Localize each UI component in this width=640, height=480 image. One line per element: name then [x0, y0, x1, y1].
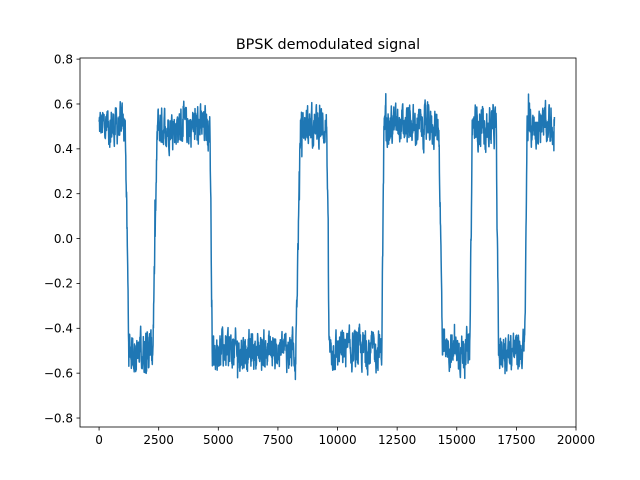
x-tick-label: 15000 — [438, 433, 476, 447]
y-tick-label: 0.0 — [54, 232, 73, 246]
x-tick-label: 0 — [95, 433, 103, 447]
chart-title: BPSK demodulated signal — [236, 37, 420, 53]
y-tick-label: 0.4 — [54, 142, 73, 156]
y-tick-label: −0.6 — [44, 366, 73, 380]
y-tick-label: −0.8 — [44, 411, 73, 425]
x-tick-label: 7500 — [263, 433, 294, 447]
x-tick-label: 5000 — [203, 433, 234, 447]
signal-series — [98, 92, 556, 381]
x-tick-label: 10000 — [318, 433, 356, 447]
y-tick-label: −0.2 — [44, 277, 73, 291]
x-tick-label: 17500 — [497, 433, 535, 447]
x-axis: 0 2500 5000 7500 10000 12500 15000 17500 20000 — [95, 427, 595, 447]
y-axis: −0.8 −0.6 −0.4 −0.2 0.0 0.2 0.4 0.6 0.8 — [44, 52, 80, 425]
plot-frame — [79, 57, 577, 428]
signal-line — [98, 92, 556, 381]
y-tick-label: 0.2 — [54, 187, 73, 201]
x-tick-label: 20000 — [557, 433, 595, 447]
y-tick-label: −0.4 — [44, 322, 73, 336]
x-tick-label: 12500 — [378, 433, 416, 447]
y-tick-label: 0.8 — [54, 52, 73, 66]
x-tick-label: 2500 — [143, 433, 174, 447]
y-tick-label: 0.6 — [54, 97, 73, 111]
